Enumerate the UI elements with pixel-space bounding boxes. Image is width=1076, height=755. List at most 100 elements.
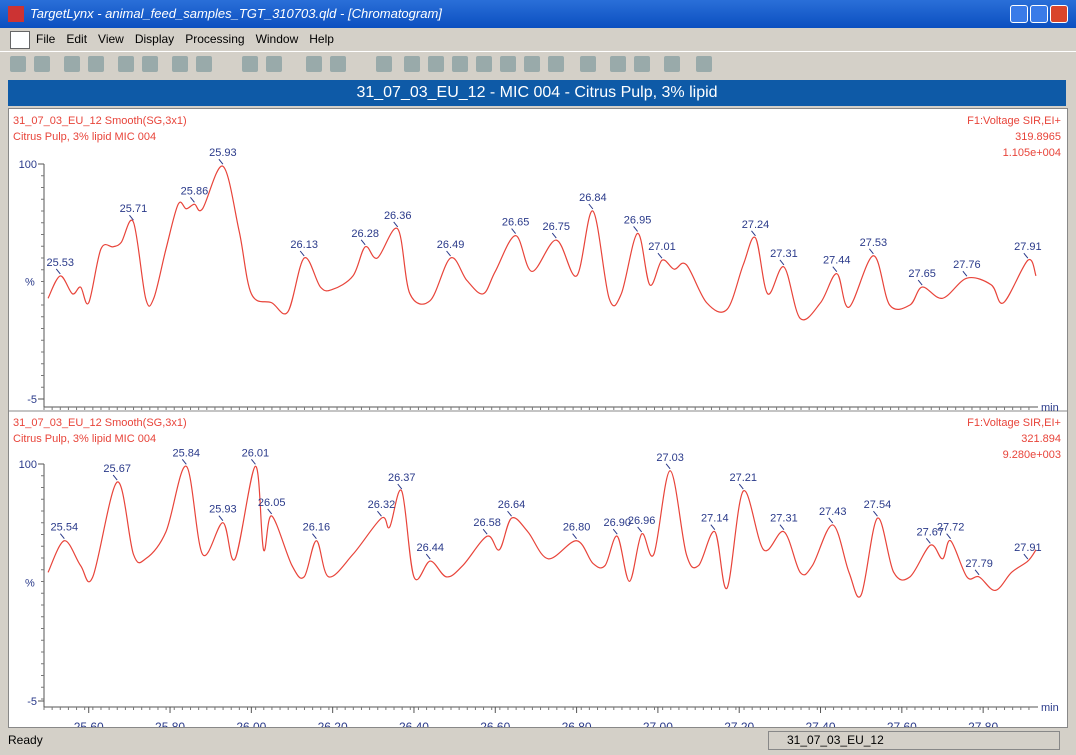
trace-header: 31_07_03_EU_12 Smooth(SG,3x1) <box>13 417 187 429</box>
trace-header: 31_07_03_EU_12 Smooth(SG,3x1) <box>13 115 187 127</box>
peak-label: 25.93 <box>209 504 237 516</box>
peak-marker <box>779 524 785 531</box>
peak-label: 27.76 <box>953 259 981 271</box>
minimize[interactable] <box>1010 5 1028 23</box>
x-tick-label: 25.80 <box>155 720 185 727</box>
peak-label: 27.44 <box>823 255 851 267</box>
tool-button[interactable] <box>376 56 392 72</box>
peak-marker <box>251 458 256 465</box>
peak-label: 26.05 <box>258 497 286 509</box>
tool-button[interactable] <box>34 56 50 72</box>
tool-button[interactable] <box>696 56 712 72</box>
peak-marker <box>962 270 968 277</box>
tool-button[interactable] <box>634 56 650 72</box>
peak-marker <box>779 259 785 266</box>
peak-marker <box>1023 252 1029 259</box>
trace-header: Citrus Pulp, 3% lipid MIC 004 <box>13 433 156 445</box>
close[interactable] <box>1050 5 1068 23</box>
tool-button[interactable] <box>548 56 564 72</box>
x-tick-label: 26.20 <box>318 720 348 727</box>
tool-button[interactable] <box>580 56 596 72</box>
y-tick-label: 100 <box>19 159 37 171</box>
tool-button[interactable] <box>196 56 212 72</box>
tool-button[interactable] <box>330 56 346 72</box>
peak-marker <box>181 458 187 465</box>
tool-button[interactable] <box>306 56 322 72</box>
tool-button[interactable] <box>242 56 258 72</box>
trace-header: Citrus Pulp, 3% lipid MIC 004 <box>13 131 156 143</box>
peak-label: 26.49 <box>437 239 465 251</box>
menu-bar: File Edit View Display Processing Window Help <box>0 28 1076 50</box>
tool-button[interactable] <box>118 56 134 72</box>
peak-label: 26.75 <box>542 221 570 233</box>
peak-marker <box>507 510 512 517</box>
peak-label: 27.03 <box>656 452 684 464</box>
tool-button[interactable] <box>172 56 188 72</box>
menu-item[interactable]: Window <box>255 32 299 46</box>
trace-header-right: 321.894 <box>1021 433 1061 445</box>
peak-label: 27.14 <box>701 513 729 525</box>
tool-button[interactable] <box>142 56 158 72</box>
chromatogram: 31_07_03_EU_12 Smooth(SG,3x1) Citrus Pulp… <box>9 115 1067 734</box>
peak-marker <box>946 533 952 540</box>
tool-button[interactable] <box>404 56 420 72</box>
peak-label: 26.90 <box>603 517 631 529</box>
tool-button[interactable] <box>266 56 282 72</box>
menu-item[interactable]: File <box>36 32 56 46</box>
tool-button[interactable] <box>610 56 626 72</box>
peak-label: 26.65 <box>502 217 530 229</box>
tool-button[interactable] <box>452 56 468 72</box>
peak-label: 25.71 <box>120 203 148 215</box>
menu-item[interactable]: Processing <box>185 32 245 46</box>
peak-marker <box>738 483 744 490</box>
peak-label: 27.31 <box>770 248 798 260</box>
peak-label: 27.53 <box>860 237 888 249</box>
peak-label: 25.67 <box>103 463 131 475</box>
status-bar: Ready 31_07_03_EU_12 <box>0 730 1076 750</box>
status-text: Ready <box>8 733 43 747</box>
y-axis-label: % <box>25 277 35 289</box>
tool-button[interactable] <box>524 56 540 72</box>
peak-marker <box>633 226 638 232</box>
menu-item[interactable]: Edit <box>66 32 88 46</box>
peak-label: 25.93 <box>209 147 237 159</box>
window-title: TargetLynx - animal_feed_samples_TGT_310… <box>30 6 442 21</box>
peak-label: 27.54 <box>864 499 892 511</box>
peak-label: 26.64 <box>498 499 526 511</box>
x-tick-label: 27.20 <box>724 720 754 727</box>
x-tick-label: 27.40 <box>806 720 836 727</box>
peak-marker <box>446 250 451 257</box>
peak-marker <box>917 279 923 286</box>
peak-marker <box>710 524 716 531</box>
menu-item[interactable]: Display <box>134 32 175 46</box>
tool-button[interactable] <box>500 56 516 72</box>
y-tick-label: -5 <box>27 394 37 406</box>
tool-button[interactable] <box>88 56 104 72</box>
tool-button[interactable] <box>664 56 680 72</box>
peak-label: 26.96 <box>628 515 656 527</box>
peak-marker <box>55 268 61 275</box>
peak-marker <box>974 569 980 576</box>
peak-label: 25.54 <box>51 522 79 534</box>
tool-button[interactable] <box>64 56 80 72</box>
menu-item[interactable]: Help <box>309 32 334 46</box>
peak-label: 27.01 <box>648 241 676 253</box>
peak-marker <box>511 228 516 234</box>
y-tick-label: 100 <box>19 459 37 471</box>
tool-button[interactable] <box>10 56 26 72</box>
toolbar <box>0 51 1076 77</box>
maximize[interactable] <box>1030 5 1048 23</box>
x-tick-label: 25.60 <box>74 720 104 727</box>
x-tick-label: 26.00 <box>236 720 266 727</box>
peak-marker <box>377 510 382 517</box>
peak-label: 26.13 <box>290 239 318 251</box>
peak-marker <box>393 221 399 228</box>
x-tick-label: 27.80 <box>968 720 998 727</box>
tool-button[interactable] <box>476 56 492 72</box>
peak-marker <box>925 537 931 544</box>
peak-marker <box>218 158 224 165</box>
tool-button[interactable] <box>428 56 444 72</box>
peak-label: 26.16 <box>303 522 331 534</box>
menu-item[interactable]: View <box>98 32 124 46</box>
peak-marker <box>482 528 488 535</box>
